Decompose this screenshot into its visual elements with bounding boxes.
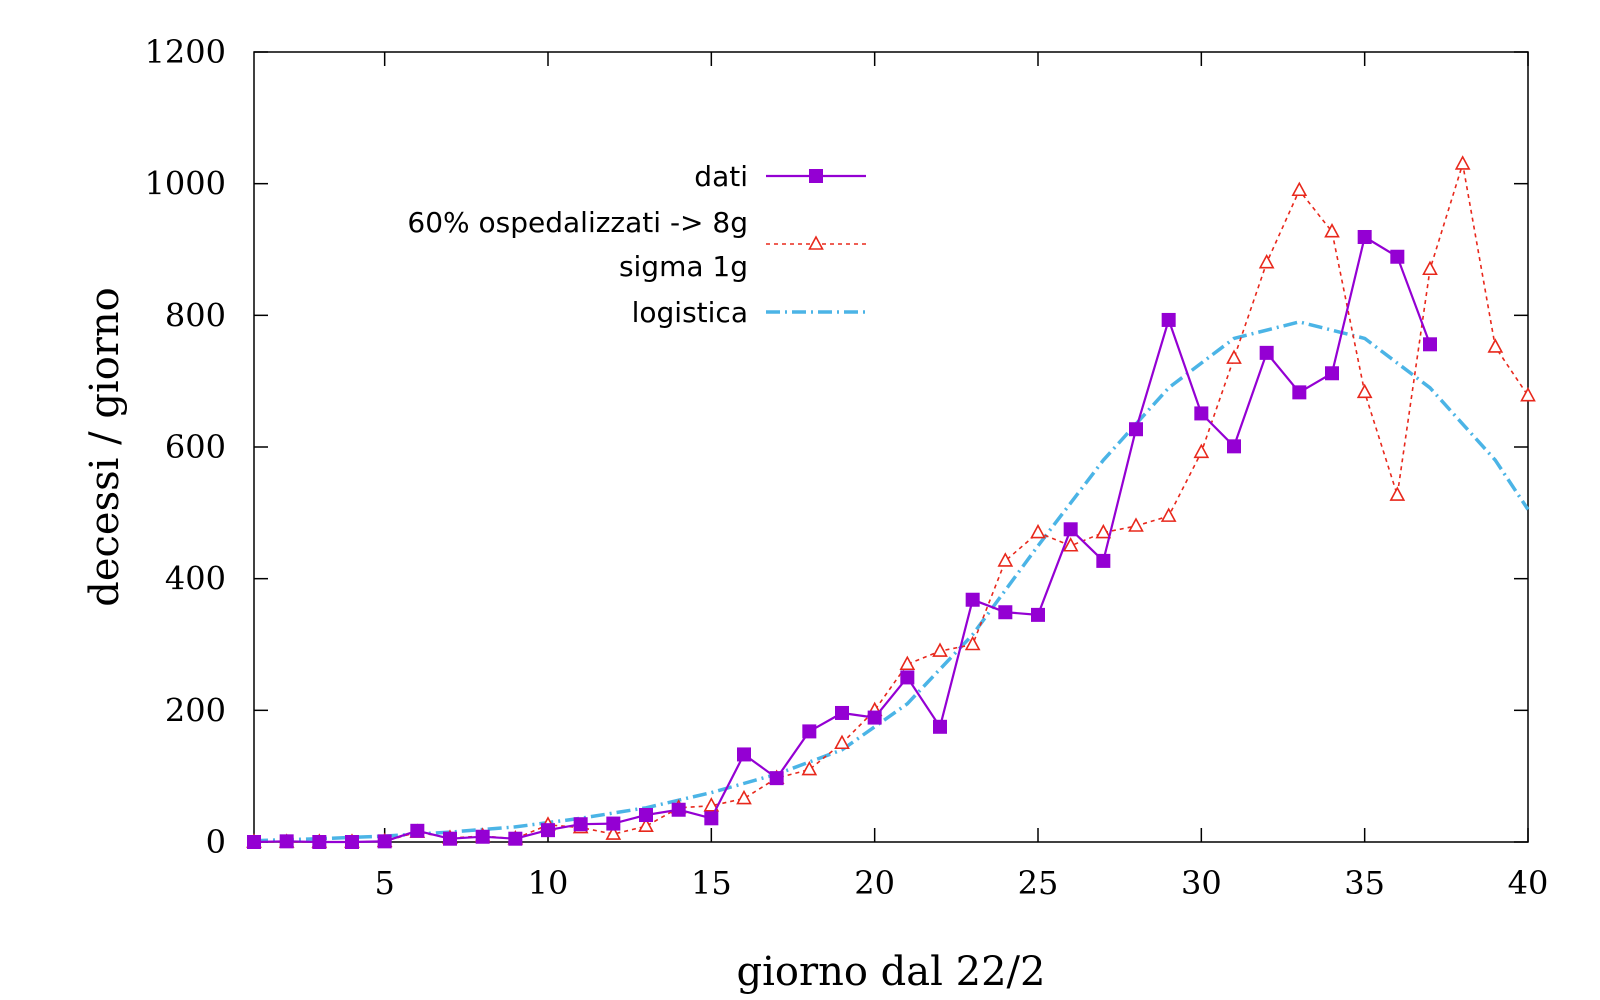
x-tick-label: 30 [1181,864,1222,902]
data-point [1160,507,1177,522]
data-point [737,747,751,762]
x-tick-label: 35 [1344,864,1385,902]
data-point [475,829,490,844]
data-point [1226,349,1242,364]
x-tick-label: 40 [1508,864,1549,902]
data-point [508,831,523,846]
y-tick-label: 400 [165,560,226,598]
data-point [1128,517,1144,532]
data-point [671,802,686,817]
x-tick-label: 15 [691,864,732,902]
y-axis-title: decessi / giorno [82,287,128,607]
data-point [605,825,622,840]
data-point [1095,523,1112,539]
data-point [1324,223,1340,238]
data-point [801,760,818,776]
data-point [247,835,261,849]
data-point [606,816,621,831]
y-tick-label: 1000 [145,165,226,203]
data-point [1423,337,1437,352]
series-line [254,163,1529,843]
y-tick-label: 600 [165,428,226,466]
y-tick-label: 800 [165,296,226,334]
legend-swatch-marker [809,169,823,183]
series-layer [246,155,1536,849]
legend: dati 60% ospedalizzati -> 8g sigma 1g logis… [407,160,866,329]
x-tick-label: 5 [374,864,394,902]
data-point [377,834,392,849]
data-point [279,834,294,849]
data-point [1161,312,1176,327]
data-point [541,823,555,838]
data-point [1062,537,1079,552]
legend-swatch-marker [808,235,824,250]
data-point [1291,181,1308,197]
data-point [703,797,720,812]
data-point [1031,607,1045,622]
data-point [573,817,588,832]
data-point [410,823,425,838]
series-line [253,320,1530,843]
data-point [1030,523,1046,539]
data-point [1487,338,1504,353]
data-point [1357,229,1372,244]
series-2 [253,320,1530,843]
data-point [1520,386,1536,402]
data-point [1390,249,1405,264]
y-tick-label: 1200 [145,33,226,71]
data-point [835,705,849,720]
series-0 [247,229,1437,849]
legend-label: sigma 1g [619,250,748,283]
data-point [736,789,752,805]
data-point [638,817,654,833]
plot-frame [253,51,1529,843]
data-point [1227,439,1241,454]
data-point [345,835,359,849]
data-point [1454,155,1471,170]
data-point [932,642,948,657]
data-point [1258,253,1275,269]
data-point [1193,443,1210,459]
data-point [900,670,915,685]
data-point [769,771,784,786]
data-point [1129,422,1143,437]
data-point [834,734,850,750]
data-point [1356,383,1373,399]
data-point [1194,406,1209,421]
data-point [1422,260,1438,276]
data-point [1259,345,1274,360]
x-axis-title: giorno dal 22/2 [737,949,1046,995]
data-point [933,719,947,734]
data-point [998,605,1013,620]
data-point [1096,553,1111,568]
data-point [1292,385,1307,400]
data-point [997,552,1014,567]
legend-label: 60% ospedalizzati -> 8g [407,206,748,239]
legend-label: dati [694,160,748,193]
legend-label: logistica [632,296,748,329]
data-point [443,831,457,846]
x-tick-label: 10 [528,864,569,902]
data-point [867,710,882,725]
data-point [964,635,981,651]
data-point [312,835,327,849]
plot-border [253,51,1529,843]
x-tick-label: 25 [1018,864,1059,902]
data-point [1325,366,1339,381]
data-point [899,655,916,671]
data-point [965,592,980,607]
data-point [1063,522,1078,537]
data-point [639,808,653,823]
y-tick-label: 0 [206,823,226,861]
y-tick-label: 200 [165,691,226,729]
data-point [1389,486,1406,501]
data-point [802,724,817,739]
data-point [704,811,719,826]
series-1 [246,155,1536,848]
x-tick-label: 20 [854,864,895,902]
